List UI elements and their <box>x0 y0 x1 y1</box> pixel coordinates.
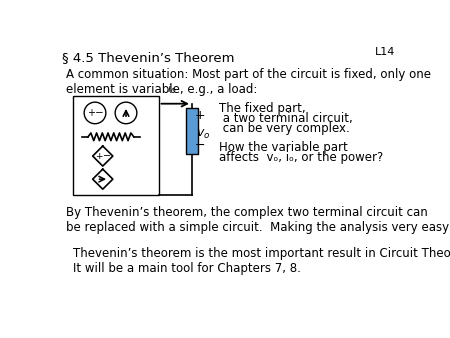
Text: +: + <box>195 109 206 122</box>
Text: How the variable part: How the variable part <box>219 141 348 154</box>
Bar <box>73 96 158 195</box>
Text: a two terminal circuit,: a two terminal circuit, <box>219 112 353 125</box>
Text: can be very complex.: can be very complex. <box>219 122 350 135</box>
Text: affects  vₒ, iₒ, or the power?: affects vₒ, iₒ, or the power? <box>219 151 383 164</box>
Text: −: − <box>94 108 103 118</box>
Text: L14: L14 <box>374 47 395 57</box>
Text: By Thevenin’s theorem, the complex two terminal circuit can
be replaced with a s: By Thevenin’s theorem, the complex two t… <box>66 206 449 234</box>
Text: The fixed part,: The fixed part, <box>219 102 306 115</box>
Circle shape <box>84 102 106 124</box>
Text: $\mathit{v}_o$: $\mathit{v}_o$ <box>196 128 210 141</box>
Circle shape <box>115 102 137 124</box>
Text: −: − <box>103 151 111 161</box>
Text: § 4.5 Thevenin’s Theorem: § 4.5 Thevenin’s Theorem <box>63 51 235 64</box>
Text: −: − <box>195 139 206 152</box>
Text: $i_o$: $i_o$ <box>166 82 176 96</box>
Bar <box>186 107 198 154</box>
Text: +: + <box>87 108 95 118</box>
Text: A common situation: Most part of the circuit is fixed, only one
element is varia: A common situation: Most part of the cir… <box>66 68 431 96</box>
Text: +: + <box>95 151 103 161</box>
Text: Thevenin’s theorem is the most important result in Circuit Theory.
It will be a : Thevenin’s theorem is the most important… <box>73 247 450 275</box>
